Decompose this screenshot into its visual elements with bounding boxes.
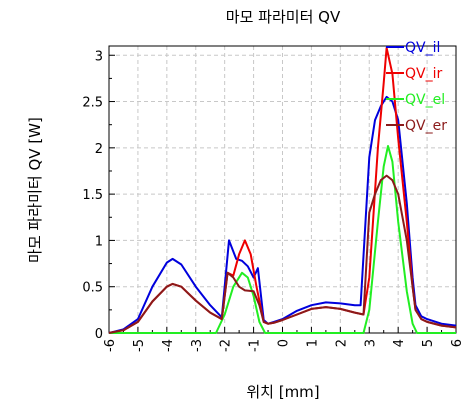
x-tick-label: 2 (334, 339, 349, 347)
legend-entry: QV_il (405, 40, 440, 56)
x-tick-label: 0 (277, 339, 292, 347)
y-tick-label: 0 (95, 327, 103, 342)
x-tick-label: 3 (363, 339, 378, 347)
x-axis-label: 위치 [mm] (246, 383, 319, 401)
x-tick-label: 1 (305, 339, 320, 347)
y-axis-ticks: 0 0.5 1 1.5 2 2.5 3 (82, 49, 115, 342)
y-tick-label: 0.5 (82, 281, 103, 296)
y-tick-label: 1.5 (82, 188, 103, 203)
x-tick-label: 5 (421, 339, 436, 347)
x-tick-label: -5 (132, 339, 147, 352)
y-tick-label: 1 (95, 234, 103, 249)
x-tick-label: -2 (219, 339, 234, 352)
series-line-qv-el (109, 145, 456, 334)
x-tick-label: 6 (450, 339, 465, 347)
y-tick-label: 2 (95, 142, 103, 157)
x-tick-label: -4 (161, 339, 176, 352)
x-tick-label: -3 (190, 339, 205, 352)
x-tick-label: -1 (248, 339, 263, 352)
series-lines (108, 46, 457, 334)
x-axis-ticks: -6 -5 -4 -3 -2 -1 0 1 2 3 4 5 6 (103, 327, 465, 352)
legend-entry: QV_er (405, 118, 447, 134)
x-tick-label: -6 (103, 339, 118, 352)
y-axis-label: 마모 파라미터 QV [W] (26, 117, 44, 263)
y-tick-label: 3 (95, 49, 103, 64)
x-tick-label: 4 (392, 339, 407, 347)
legend-entry: QV_el (405, 92, 445, 108)
legend-entry: QV_ir (405, 66, 442, 82)
series-line-qv-er (108, 174, 457, 334)
chart-title: 마모 파라미터 QV (226, 8, 341, 26)
legend: QV_il QV_ir QV_el QV_er (386, 40, 447, 134)
y-tick-label: 2.5 (82, 96, 103, 111)
